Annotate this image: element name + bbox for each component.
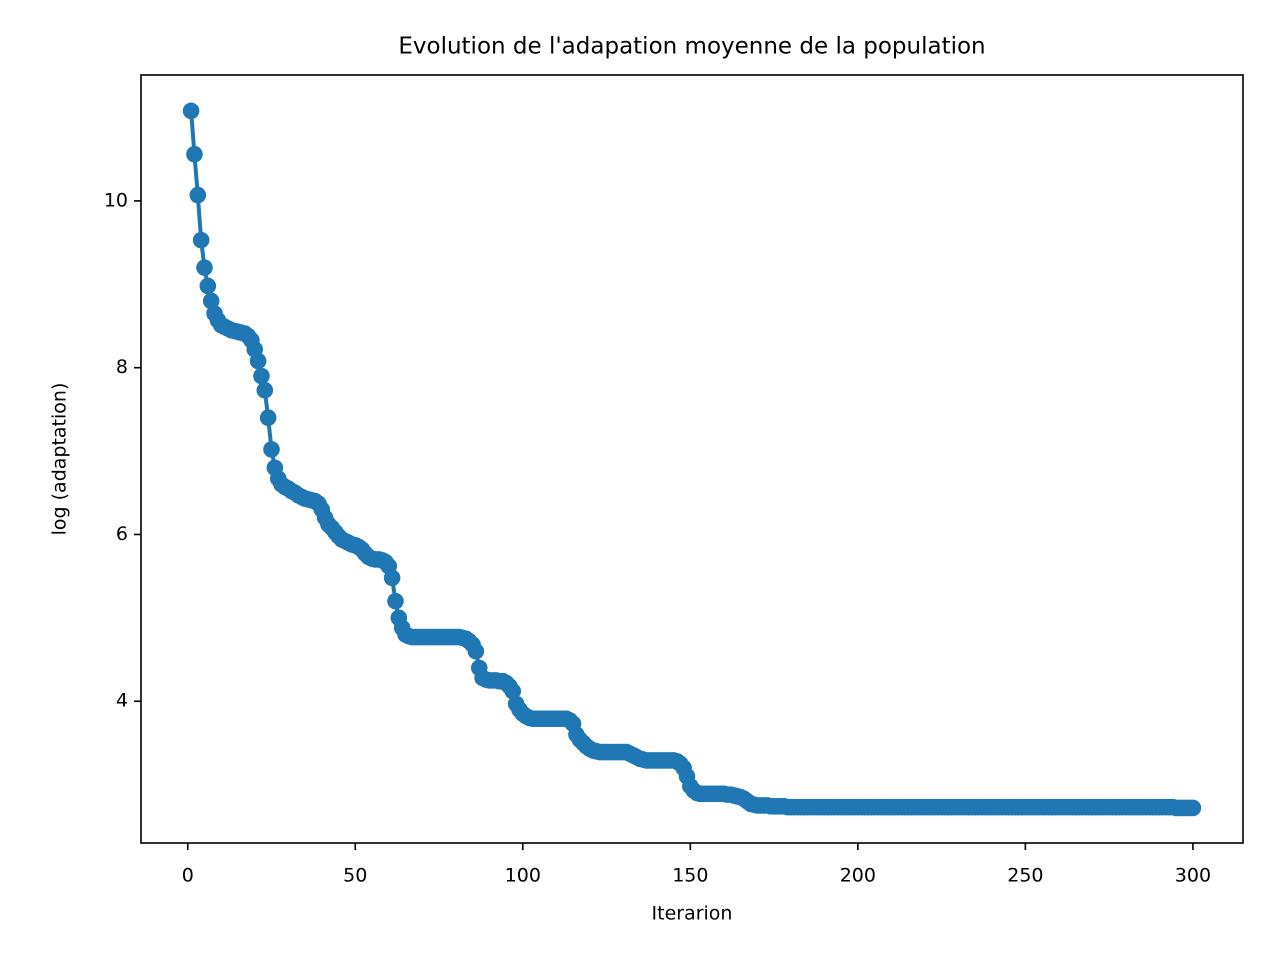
data-point [263, 441, 280, 458]
data-point [202, 292, 220, 310]
y-tick-label: 10 [104, 189, 128, 211]
plot-area [182, 102, 1202, 817]
x-tick-label: 50 [343, 865, 367, 887]
data-point [383, 569, 401, 587]
data-point [259, 409, 277, 427]
data-point [253, 367, 270, 385]
y-tick-label: 8 [116, 356, 128, 378]
data-point [186, 145, 203, 163]
y-axis-label: log (adaptation) [49, 383, 71, 536]
data-point [199, 277, 217, 295]
chart-title: Evolution de l'adapation moyenne de la p… [398, 34, 985, 60]
x-tick-label: 250 [1007, 865, 1043, 887]
data-point [249, 352, 267, 370]
x-tick-label: 150 [672, 865, 708, 887]
data-point [467, 642, 485, 660]
data-point [256, 381, 274, 399]
data-point [182, 102, 200, 120]
y-tick-label: 4 [116, 690, 128, 712]
data-point [189, 186, 207, 204]
data-point [192, 231, 210, 249]
x-tick-label: 0 [182, 865, 194, 887]
data-point [196, 259, 213, 276]
data-point [387, 592, 404, 610]
y-tick-label: 6 [116, 523, 128, 545]
x-tick-label: 300 [1175, 865, 1211, 887]
data-point [1184, 799, 1202, 817]
axes-frame [140, 74, 1244, 844]
x-tick-label: 200 [840, 865, 876, 887]
x-tick-label: 100 [505, 865, 541, 887]
data-point [504, 682, 522, 700]
x-axis-label: Iterarion [652, 903, 733, 925]
